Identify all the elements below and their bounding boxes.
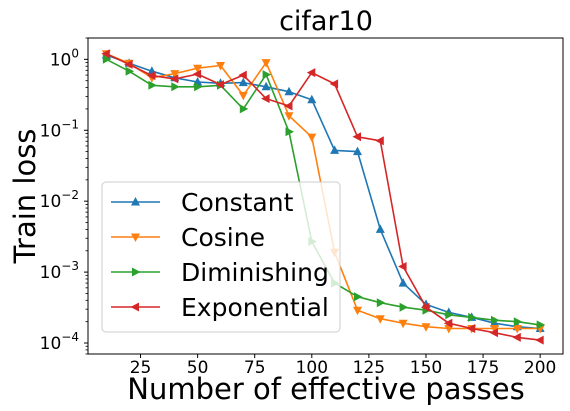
x-tick-label: 175 (467, 358, 499, 378)
y-axis-ticks: 10−4 10−3 10−2 10−1 100 (40, 37, 88, 355)
data-point (512, 325, 522, 334)
legend-frame (101, 181, 341, 333)
data-point (398, 319, 408, 329)
data-point (306, 68, 316, 78)
data-point (354, 292, 363, 302)
data-point (445, 310, 454, 320)
y-tick-label: 10−1 (40, 117, 79, 141)
legend-item-cosine: Cosine (111, 223, 265, 252)
data-point (535, 335, 544, 345)
data-point (261, 81, 271, 91)
data-point (284, 86, 294, 96)
legend-marker (131, 197, 140, 206)
data-point (238, 91, 248, 101)
data-point (353, 306, 362, 316)
data-point (261, 94, 270, 104)
x-tick-label: 200 (524, 358, 556, 378)
data-point (216, 62, 225, 71)
legend-label: Exponential (181, 293, 329, 322)
data-point (375, 224, 385, 233)
data-point (399, 302, 409, 312)
data-point (238, 77, 248, 87)
data-point (536, 320, 546, 330)
plot-frame (87, 37, 564, 355)
data-point (444, 325, 454, 334)
data-point (353, 146, 362, 156)
data-point (284, 101, 293, 111)
legend-item-exponential: Exponential (111, 293, 329, 322)
data-point (491, 315, 500, 325)
data-point (443, 318, 453, 328)
legend: Constant Cosine Diminishing Exponential (101, 181, 341, 333)
chart-title: cifar10 (279, 6, 373, 37)
data-point (466, 324, 476, 333)
data-point (101, 49, 110, 59)
legend-marker (130, 302, 139, 312)
x-tick-label: 125 (353, 358, 385, 378)
data-point (375, 315, 385, 324)
data-point (285, 127, 294, 137)
data-point (194, 82, 203, 92)
data-point (376, 298, 386, 308)
data-point (307, 94, 317, 104)
x-tick-label: 25 (130, 358, 152, 378)
data-point (169, 74, 179, 84)
data-point (489, 328, 498, 338)
data-point (330, 145, 340, 154)
x-axis-ticks: 25 50 75 100 125 150 175 200 (130, 354, 556, 378)
data-point (375, 136, 384, 146)
y-tick-label: 10−4 (40, 330, 79, 354)
series-line (105, 52, 541, 341)
series-exponential (101, 49, 544, 345)
data-point (148, 80, 157, 90)
y-axis-label: Train loss (8, 129, 42, 265)
data-point (146, 71, 156, 81)
data-point (490, 325, 499, 334)
x-axis-label: Number of effective passes (127, 372, 525, 406)
legend-label: Diminishing (181, 258, 329, 287)
data-point (512, 332, 521, 342)
y-tick-label: 100 (50, 46, 79, 70)
data-point (352, 132, 361, 142)
data-point (329, 79, 339, 89)
legend-marker (132, 267, 141, 277)
data-point (125, 66, 135, 76)
data-point (171, 82, 180, 92)
legend-item-diminishing: Diminishing (111, 258, 329, 287)
y-tick-label: 10−2 (40, 188, 79, 212)
data-point (102, 54, 112, 64)
data-point (468, 312, 477, 322)
data-point (170, 70, 180, 79)
data-point (124, 59, 133, 69)
data-point (307, 133, 317, 143)
data-point (192, 69, 202, 79)
y-tick-label: 10−3 (40, 259, 79, 283)
data-point (284, 112, 294, 121)
x-tick-label: 75 (244, 358, 266, 378)
data-point (262, 70, 272, 80)
x-tick-label: 150 (410, 358, 442, 378)
data-point (193, 64, 203, 74)
data-point (215, 80, 224, 90)
data-point (238, 70, 247, 80)
data-point (421, 302, 430, 312)
data-point (398, 262, 407, 271)
x-tick-label: 50 (187, 358, 209, 378)
data-point (261, 59, 271, 68)
x-tick-label: 100 (296, 358, 328, 378)
legend-label: Constant (181, 188, 294, 217)
data-point (398, 278, 408, 287)
legend-item-constant: Constant (111, 188, 294, 217)
data-point (421, 323, 431, 332)
data-point (513, 317, 523, 327)
data-point (239, 104, 249, 114)
legend-label: Cosine (181, 223, 265, 252)
legend-marker (131, 233, 140, 242)
